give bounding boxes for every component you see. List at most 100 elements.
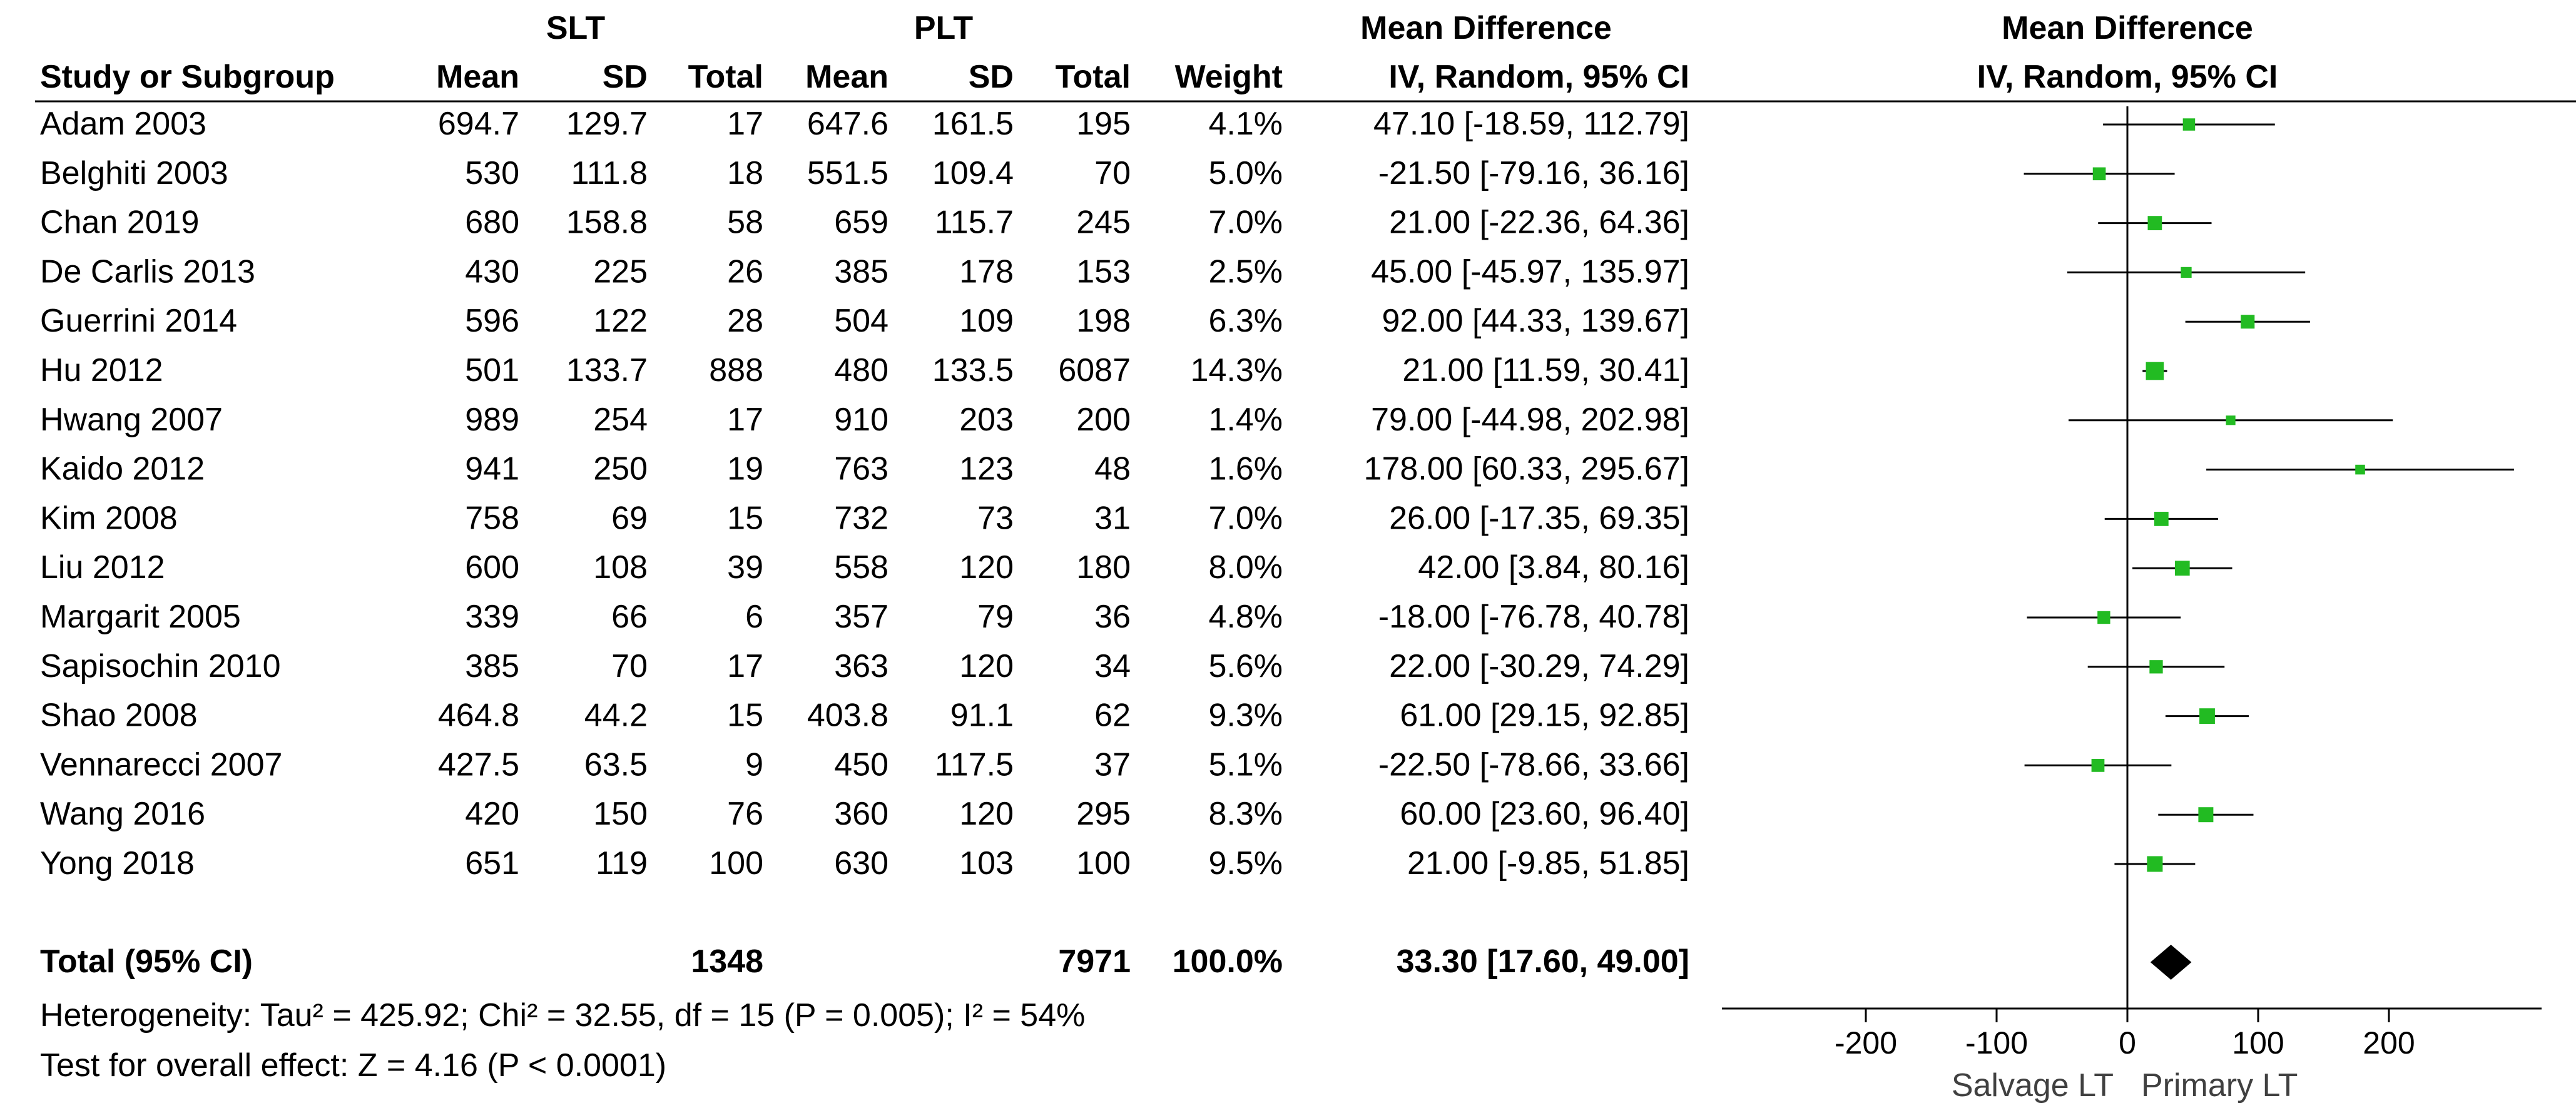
cell-weight: 1.4% [1208,402,1283,438]
cell-sd2: 203 [959,402,1014,438]
cell-sd1: 133.7 [566,352,648,389]
cell-weight: 7.0% [1208,205,1283,241]
cell-sd1: 70 [611,648,648,684]
cell-weight: 5.1% [1208,746,1283,783]
cell-total2: 36 [1094,599,1131,635]
cell-mean1: 596 [465,303,519,339]
cell-total2: 31 [1094,500,1131,536]
cell-mean1: 941 [465,451,519,487]
cell-mean1: 385 [465,648,519,684]
cell-weight: 9.5% [1208,845,1283,882]
cell-total1: 9 [745,746,763,783]
effect-marker [2182,118,2196,131]
cell-mean1: 758 [465,500,519,536]
x-tick-label: 100 [2232,1025,2284,1060]
cell-total1: 19 [727,451,763,487]
cell-ci-text: 42.00 [3.84, 80.16] [1418,549,1689,586]
cell-sd2: 178 [959,253,1014,290]
cell-weight: 6.3% [1208,303,1283,339]
cell-mean1: 430 [465,253,519,290]
cell-mean2: 659 [834,205,888,241]
cell-mean2: 630 [834,845,888,882]
cell-mean1: 420 [465,796,519,832]
cell-ci-text: 47.10 [-18.59, 112.79] [1373,106,1689,142]
cell-ci-text: 61.00 [29.15, 92.85] [1400,698,1689,734]
cell-total2: 62 [1094,698,1131,734]
study-name: Kim 2008 [40,500,178,536]
cell-sd1: 150 [593,796,648,832]
cell-mean1: 600 [465,549,519,586]
cell-sd1: 158.8 [566,205,648,241]
cell-weight: 8.3% [1208,796,1283,832]
total-weight: 100.0% [1173,943,1283,980]
cell-total1: 100 [709,845,763,882]
cell-mean1: 680 [465,205,519,241]
cell-total2: 195 [1076,106,1131,142]
cell-sd1: 108 [593,549,648,586]
cell-ci-text: -18.00 [-76.78, 40.78] [1378,599,1689,635]
cell-sd2: 103 [959,845,1014,882]
cell-mean1: 651 [465,845,519,882]
cell-ci-text: 21.00 [-22.36, 64.36] [1389,205,1689,241]
header-group-slt: SLT [546,10,606,46]
cell-total1: 17 [727,648,763,684]
cell-mean2: 480 [834,352,888,389]
cell-total1: 28 [727,303,763,339]
total-label: Total (95% CI) [40,943,253,980]
col-total1: Total [688,59,763,95]
cell-total2: 153 [1076,253,1131,290]
cell-ci-text: -22.50 [-78.66, 33.66] [1378,746,1689,783]
cell-weight: 9.3% [1208,698,1283,734]
cell-sd2: 120 [959,796,1014,832]
cell-total1: 39 [727,549,763,586]
cell-mean1: 339 [465,599,519,635]
study-name: De Carlis 2013 [40,253,255,290]
cell-weight: 14.3% [1191,352,1283,389]
header-effect-left: Mean Difference [1360,10,1612,46]
cell-mean2: 360 [834,796,888,832]
overall-effect-text: Test for overall effect: Z = 4.16 (P < 0… [40,1047,666,1084]
cell-mean1: 989 [465,402,519,438]
col-sd2: SD [969,59,1014,95]
cell-total2: 6087 [1058,352,1131,389]
study-name: Sapisochin 2010 [40,648,281,684]
x-tick-label: -100 [1965,1025,2028,1060]
total-ci: 33.30 [17.60, 49.00] [1397,943,1689,980]
x-tick-label: 0 [2119,1025,2136,1060]
cell-sd2: 161.5 [932,106,1014,142]
study-rows: Adam 2003 694.7 129.7 17 647.6 161.5 195 4.1% 47… [40,106,1689,882]
cell-sd1: 250 [593,451,648,487]
col-ci-left: IV, Random, 95% CI [1388,59,1689,95]
col-mean2: Mean [805,59,888,95]
cell-sd1: 111.8 [571,155,648,191]
study-name: Hwang 2007 [40,402,223,438]
cell-mean2: 647.6 [807,106,888,142]
cell-total1: 17 [727,106,763,142]
cell-ci-text: 60.00 [23.60, 96.40] [1400,796,1689,832]
cell-mean1: 530 [465,155,519,191]
cell-sd1: 44.2 [584,698,648,734]
cell-mean1: 427.5 [438,746,519,783]
header-effect-right: Mean Difference [2002,10,2253,46]
cell-weight: 1.6% [1208,451,1283,487]
effect-marker [2199,708,2215,724]
cell-total1: 6 [745,599,763,635]
cell-sd1: 119 [596,845,648,882]
cell-sd1: 66 [611,599,648,635]
study-name: Adam 2003 [40,106,206,142]
cell-mean2: 910 [834,402,888,438]
cell-total2: 48 [1094,451,1131,487]
cell-mean1: 464.8 [438,698,519,734]
total-ctrl: 7971 [1058,943,1131,980]
cell-total1: 76 [727,796,763,832]
cell-sd2: 133.5 [932,352,1014,389]
study-name: Guerrini 2014 [40,303,237,339]
cell-ci-text: 79.00 [-44.98, 202.98] [1371,402,1689,438]
cell-weight: 7.0% [1208,500,1283,536]
cell-total1: 17 [727,402,763,438]
heterogeneity-text: Heterogeneity: Tau² = 425.92; Chi² = 32.… [40,997,1085,1034]
header-group-plt: PLT [914,10,974,46]
cell-weight: 5.0% [1208,155,1283,191]
study-name: Belghiti 2003 [40,155,228,191]
effect-marker [2149,660,2163,674]
